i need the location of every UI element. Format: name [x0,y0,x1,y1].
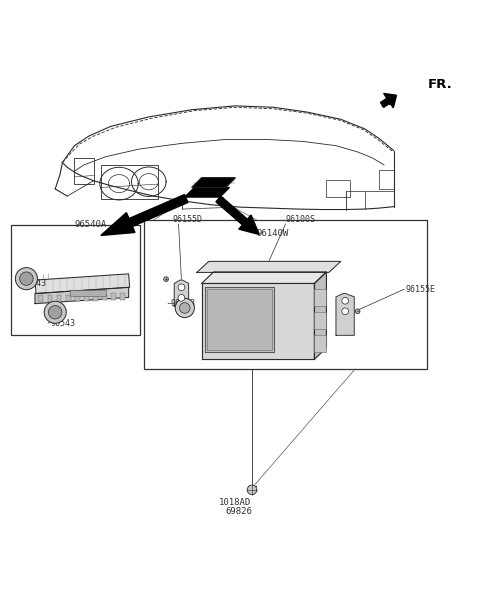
Bar [120,293,125,300]
Polygon shape [202,272,326,283]
Text: 96173: 96173 [235,325,260,334]
Polygon shape [336,294,354,335]
Text: 96543: 96543 [50,319,75,328]
Polygon shape [381,98,390,107]
Bar [314,312,326,329]
Bar [314,335,326,352]
Circle shape [355,309,360,314]
Polygon shape [185,188,229,197]
Bar [84,294,89,301]
Text: 96155D: 96155D [173,215,203,224]
Bar [144,220,427,369]
Circle shape [342,308,348,314]
Text: 96100S: 96100S [286,215,316,224]
Bar [101,165,158,199]
Bar [75,294,80,301]
Polygon shape [314,272,326,359]
Bar [70,290,106,297]
Bar [74,158,94,184]
Text: 96540A: 96540A [74,219,107,229]
Bar [314,289,326,306]
Polygon shape [197,261,341,272]
Polygon shape [216,196,259,235]
Polygon shape [205,287,274,352]
Bar [102,294,107,300]
Polygon shape [384,93,396,108]
Text: 96543: 96543 [22,279,47,288]
Circle shape [175,299,194,318]
Circle shape [44,301,66,323]
Circle shape [15,268,37,290]
Polygon shape [35,287,129,303]
Text: FR.: FR. [428,78,453,91]
Bar [326,180,350,197]
Circle shape [48,305,62,319]
Bar [93,294,98,300]
Circle shape [178,284,185,291]
Bar [111,294,116,300]
Circle shape [342,297,348,304]
Bar [11,225,140,335]
Circle shape [164,276,168,281]
Text: 96155E: 96155E [406,284,435,294]
Bar [57,295,61,302]
Bar [38,295,43,302]
Text: 1018AD: 1018AD [219,498,252,507]
Circle shape [180,303,190,313]
Polygon shape [202,283,314,359]
Bar [48,295,52,302]
Circle shape [255,316,266,326]
Bar [379,170,394,189]
Text: 96173: 96173 [170,299,195,308]
Circle shape [178,294,185,301]
Polygon shape [35,274,130,294]
Polygon shape [382,94,394,107]
Circle shape [251,311,270,330]
Polygon shape [207,289,272,350]
Polygon shape [192,178,235,188]
Bar [66,295,71,302]
Circle shape [20,272,33,286]
Text: 96140W: 96140W [257,229,289,238]
Text: 69826: 69826 [226,508,252,516]
Circle shape [247,485,257,495]
Polygon shape [174,280,189,306]
Polygon shape [101,194,188,235]
